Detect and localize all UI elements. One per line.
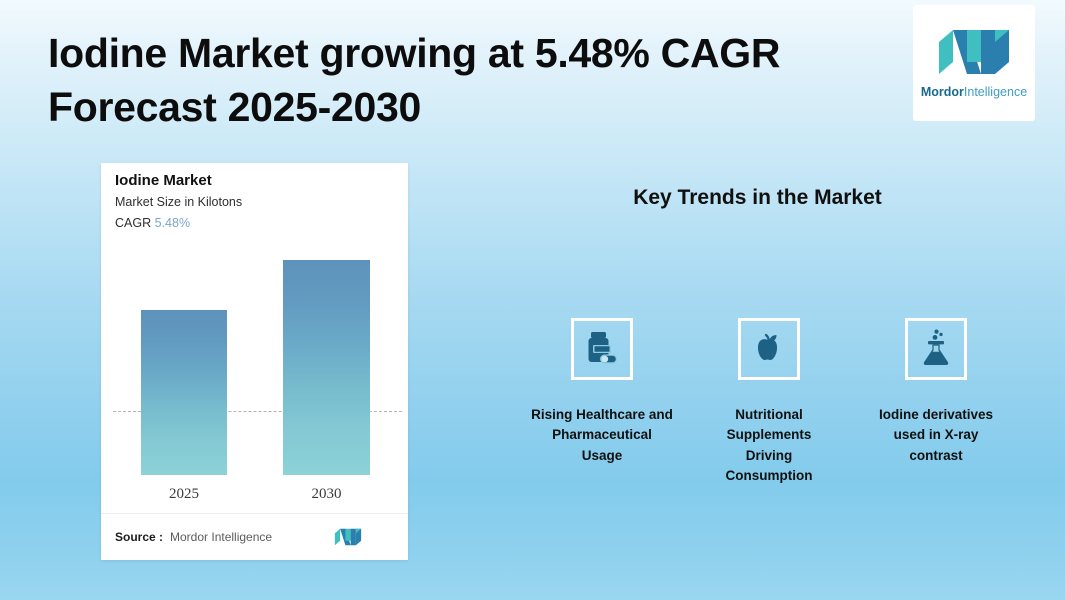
brand-logo-text: MordorIntelligence [921, 85, 1027, 99]
x-axis-label-2025: 2025 [169, 486, 199, 502]
trend-item-2: Nutritional Supplements Driving Consumpt… [694, 318, 844, 486]
apple-icon [757, 333, 778, 361]
mordor-m-logo-icon [939, 29, 1009, 74]
trend-caption-1: Rising Healthcare and Pharmaceutical Usa… [531, 407, 673, 463]
source-value: Mordor Intelligence [170, 530, 273, 544]
x-axis-label-2030: 2030 [311, 486, 342, 502]
trend-caption-3: Iodine derivatives used in X-ray contras… [878, 407, 994, 463]
mordor-m-logo-icon [334, 528, 362, 546]
chart-card: Iodine Market Market Size in Kilotons CA… [101, 163, 408, 560]
trend-icon-box-1 [571, 318, 633, 380]
trends-heading: Key Trends in the Market [633, 186, 882, 209]
brand-name-bold: Mordor [920, 84, 964, 99]
source-label: Source : [115, 530, 164, 544]
trend-caption-2: Nutritional Supplements Driving Consumpt… [725, 407, 813, 483]
trend-item-3: Iodine derivatives used in X-ray contras… [861, 318, 1011, 466]
reference-line [113, 411, 402, 412]
trend-icon-box-2 [738, 318, 800, 380]
bar-chart-plot: 42.87 2025 55.98 2030 [101, 243, 408, 505]
page-title: Iodine Market growing at 5.48% CAGR Fore… [48, 30, 781, 131]
trend-icon-box-3 [905, 318, 967, 380]
brand-name-light: Intelligence [963, 84, 1028, 99]
trend-item-1: Rising Healthcare and Pharmaceutical Usa… [527, 318, 677, 466]
chart-subtitle: Market Size in Kilotons [115, 195, 243, 209]
chart-source-footer: Source : Mordor Intelligence [101, 513, 408, 560]
flask-icon [923, 329, 949, 365]
chart-title: Iodine Market [115, 172, 212, 189]
cagr-value: 5.48% [154, 216, 191, 230]
pill-bottle-icon [588, 332, 617, 364]
bar-2030 [283, 260, 370, 475]
cagr-label: CAGR [115, 216, 152, 230]
chart-cagr: CAGR 5.48% [115, 216, 190, 230]
bar-2025 [141, 310, 227, 475]
brand-logo-card: MordorIntelligence [913, 5, 1035, 121]
